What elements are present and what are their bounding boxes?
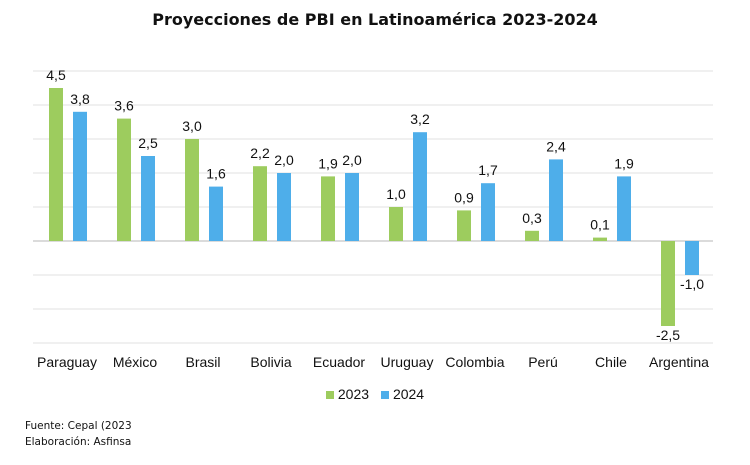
legend-swatch-2023 (325, 391, 334, 400)
legend-swatch-2024 (380, 391, 389, 400)
data-label-2024: 2,0 (274, 152, 294, 168)
bar-2024 (73, 111, 87, 241)
x-tick-label: Bolivia (250, 354, 291, 370)
bar-2024 (413, 132, 427, 241)
data-label-2024: 2,4 (546, 138, 566, 154)
data-label-2024: 1,7 (478, 162, 498, 178)
bar-2024 (209, 186, 223, 241)
data-label-2024: -1,0 (680, 276, 704, 292)
legend-item-2023: 2023 (325, 386, 370, 402)
data-label-2024: 2,0 (342, 152, 362, 168)
x-tick-label: México (113, 354, 158, 370)
bar-2024 (345, 173, 359, 241)
data-label-2024: 2,5 (138, 135, 158, 151)
legend: 2023 2024 (0, 386, 750, 402)
data-label-2023: 0,9 (454, 189, 474, 205)
x-tick-label: Chile (595, 354, 627, 370)
data-label-2023: 0,3 (522, 210, 542, 226)
bar-2023 (49, 88, 63, 241)
bar-2023 (253, 166, 267, 241)
bar-2024 (617, 176, 631, 241)
data-label-2024: 3,2 (410, 111, 430, 127)
data-label-2023: 1,9 (318, 155, 338, 171)
bar-2024 (481, 183, 495, 241)
x-tick-label: Perú (528, 354, 558, 370)
data-label-2024: 1,6 (206, 166, 226, 182)
x-tick-label: Brasil (185, 354, 220, 370)
footer: Fuente: Cepal (2023 Elaboración: Asfinsa (25, 418, 132, 450)
bar-2023 (321, 176, 335, 241)
legend-item-2024: 2024 (380, 386, 425, 402)
x-tick-label: Uruguay (381, 354, 434, 370)
source-note: Fuente: Cepal (2023 (25, 420, 132, 432)
x-tick-label: Argentina (649, 354, 709, 370)
credit-note: Elaboración: Asfinsa (25, 436, 132, 448)
bar-2024 (549, 159, 563, 241)
bar-2023 (117, 118, 131, 241)
bar-2023 (593, 237, 607, 241)
data-label-2023: 2,2 (250, 145, 270, 161)
bar-2023 (661, 241, 675, 326)
bar-2023 (389, 207, 403, 241)
bar-2024 (685, 241, 699, 275)
bar-2023 (457, 210, 471, 241)
data-label-2024: 1,9 (614, 155, 634, 171)
bar-2023 (185, 139, 199, 241)
legend-label-2024: 2024 (392, 386, 425, 402)
data-label-2024: 3,8 (70, 91, 90, 107)
data-label-2023: 0,1 (590, 217, 610, 233)
x-tick-label: Colombia (445, 354, 504, 370)
data-label-2023: 3,0 (182, 118, 202, 134)
data-label-2023: 3,6 (114, 98, 134, 114)
data-label-2023: -2,5 (656, 327, 680, 343)
bar-2023 (525, 230, 539, 241)
chart-title: Proyecciones de PBI en Latinoamérica 202… (152, 10, 598, 29)
bar-2024 (141, 156, 155, 241)
legend-label-2023: 2023 (337, 386, 370, 402)
bar-2024 (277, 173, 291, 241)
data-label-2023: 1,0 (386, 186, 406, 202)
x-tick-label: Ecuador (313, 354, 365, 370)
x-tick-label: Paraguay (37, 354, 97, 370)
data-label-2023: 4,5 (46, 67, 66, 83)
